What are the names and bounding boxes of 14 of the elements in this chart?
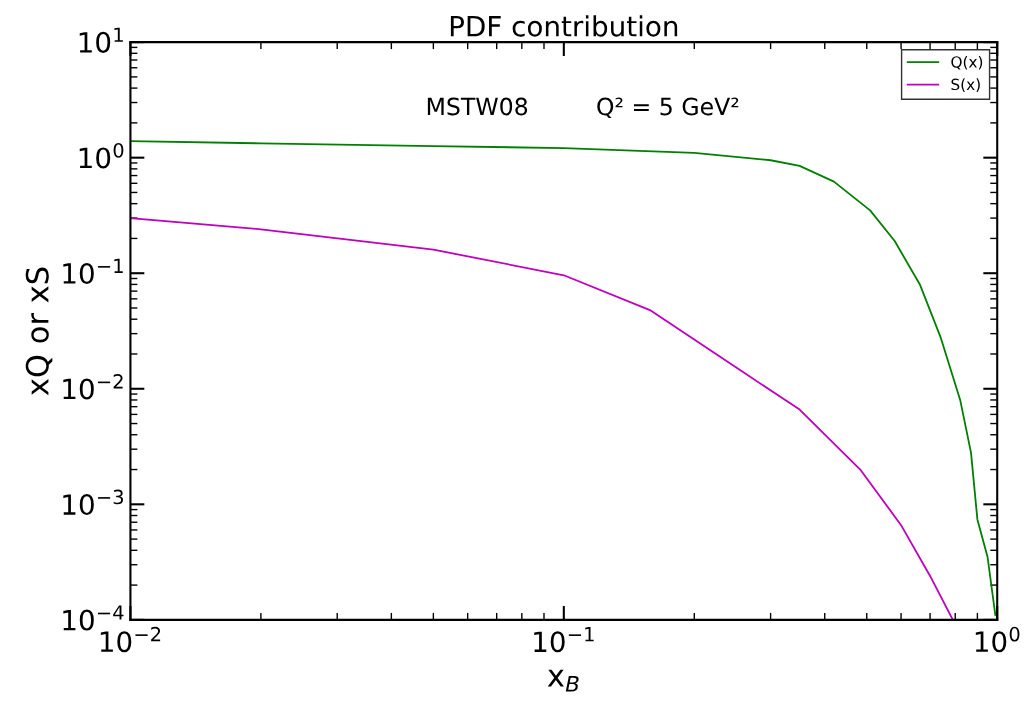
y-tick-label: 10$^{1}$ — [79, 27, 123, 53]
y-tick-label: 10$^{−2}$ — [63, 374, 123, 400]
x-tick-label: 10$^{0}$ — [975, 626, 1020, 653]
legend-label: S(x) — [951, 78, 980, 92]
y-tick-label: 10$^{0}$ — [79, 142, 124, 169]
x-axis-title: x$_{B}$ — [547, 669, 579, 692]
y-tick-label: 10$^{−1}$ — [63, 258, 123, 284]
y-tick-label: 10$^{−3}$ — [63, 489, 124, 516]
annotation: MSTW08 — [427, 97, 528, 116]
legend-label: Q(x) — [951, 55, 983, 70]
annotation: Q² = 5 GeV² — [597, 97, 739, 119]
x-tick-label: 10$^{−1}$ — [534, 627, 594, 653]
y-axis-title: xQ or xS — [25, 267, 53, 396]
chart-title: PDF contribution — [450, 15, 678, 37]
